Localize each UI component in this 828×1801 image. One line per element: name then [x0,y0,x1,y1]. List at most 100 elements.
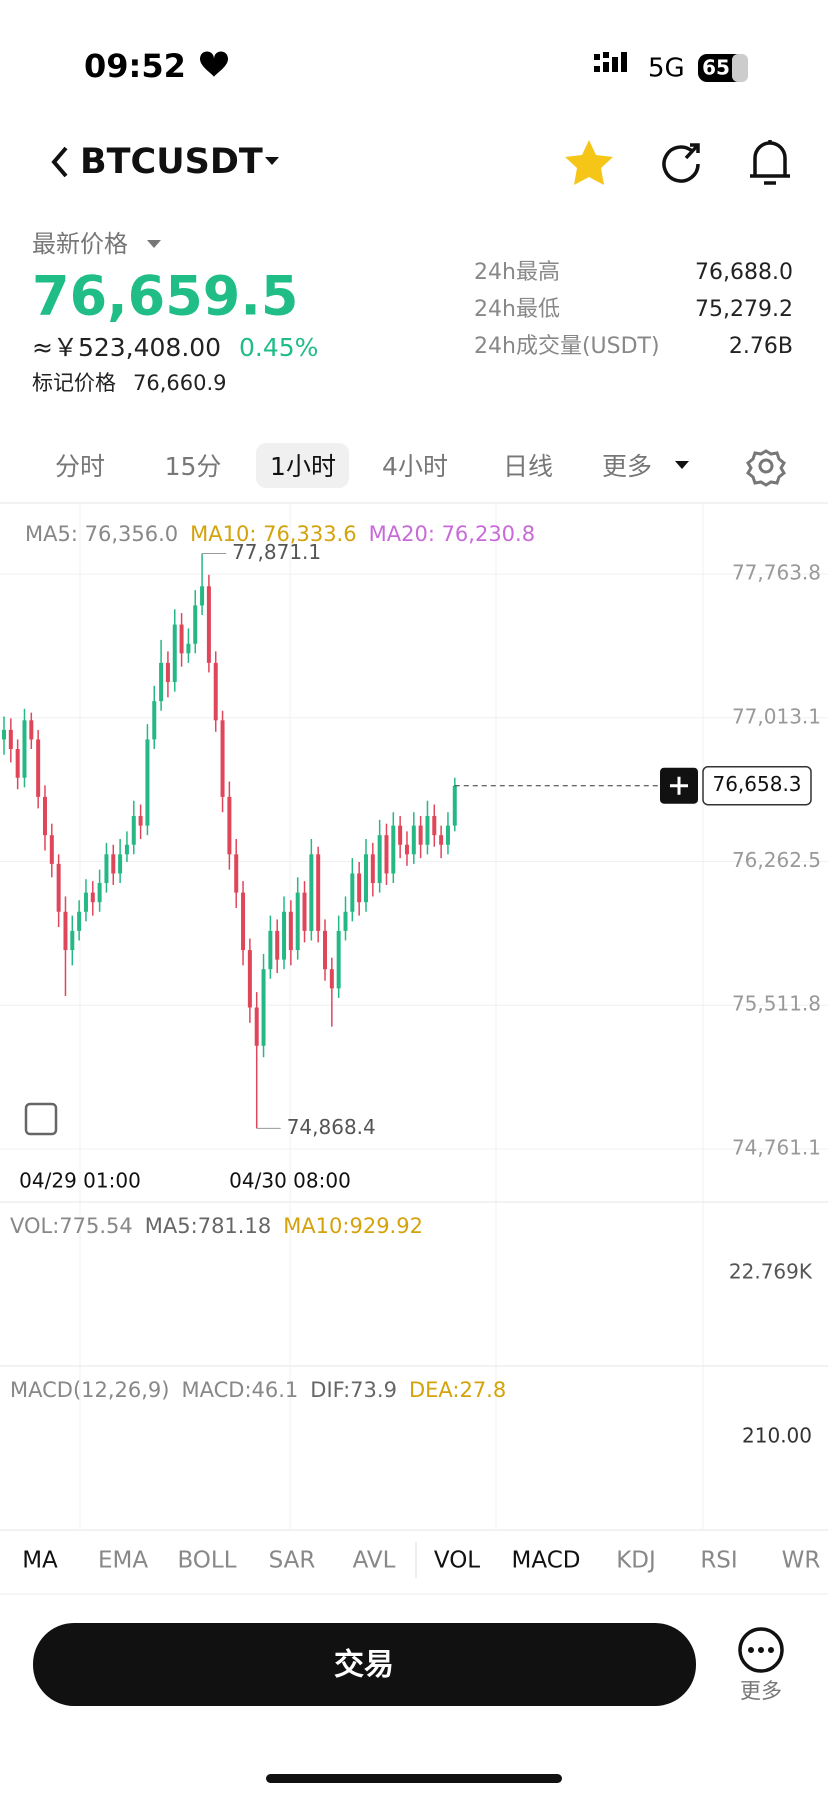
ma-legend: MA5: 76,356.0 [25,522,178,546]
candle-body [432,816,437,836]
candle-body [152,701,157,740]
candle-body [282,911,287,960]
candle-body [179,624,184,654]
candle-body [329,969,334,989]
candle-body [261,969,266,1046]
candle-body [90,892,95,903]
timeframe-tab[interactable]: 15分 [165,452,222,481]
candle-body [357,873,362,903]
candle-body [452,785,457,826]
share-icon[interactable] [662,143,700,183]
candle-body [350,873,355,912]
macd-axis-label: 210.00 [742,1424,812,1448]
candle-body [159,662,164,702]
tab-selected-bg [256,443,349,488]
candle-body [83,892,88,912]
candle-body [418,825,423,845]
indicator-tab[interactable]: MACD [512,1548,581,1574]
candle-body [131,816,136,845]
timeframe-tab[interactable]: 1小时 [270,452,336,481]
x-label: 04/30 08:00 [229,1169,351,1193]
indicator-tab[interactable]: VOL [434,1548,480,1574]
candle-body [2,729,6,740]
candle-body [193,605,198,644]
candle-body [22,720,27,778]
candle-body [336,930,341,989]
more-label[interactable]: 更多 [740,1679,782,1703]
stat-label: 24h最低 [474,297,560,322]
candle-body [254,1007,259,1046]
trade-button[interactable] [33,1623,696,1706]
stat-label: 24h最高 [474,260,560,285]
candle-body [36,739,41,797]
indicator-tab[interactable]: AVL [353,1548,396,1574]
candle-body [275,930,280,960]
candle-body [8,729,13,750]
timeframe-tab[interactable]: 更多 [602,452,652,481]
candle-body [247,950,252,1008]
timeframe-tab[interactable]: 日线 [503,452,553,481]
timeframe-tab[interactable]: 4小时 [382,452,448,481]
indicator-tab[interactable]: WR [782,1548,821,1574]
stat-value: 76,688.0 [695,260,793,285]
indicator-tab[interactable]: BOLL [177,1548,236,1574]
indicator-tab[interactable]: SAR [269,1548,316,1574]
candle-body [206,586,211,663]
more-dots[interactable] [748,1647,774,1653]
volume-axis-label: 22.769K [729,1260,813,1284]
price-dropdown[interactable] [147,240,161,248]
status-time: 09:52 [84,47,186,85]
volume-legend: MA5:781.18 [145,1214,271,1238]
more-icon[interactable] [738,1627,784,1673]
grid-vertical [79,503,704,1530]
indicator-tab[interactable]: EMA [98,1548,148,1574]
candle-body [323,930,328,970]
candle-body [118,854,123,874]
candle-body [302,892,307,931]
mark-price: 76,660.9 [133,371,227,395]
fullscreen-button[interactable] [24,1102,58,1136]
indicator-tab[interactable]: KDJ [616,1548,656,1574]
candle-body [288,911,293,951]
macd-legend: DEA:27.8 [409,1378,506,1402]
mark-label: 标记价格 [32,371,116,395]
back-button[interactable] [51,146,68,178]
heart-icon [200,51,228,77]
candle-body [49,835,54,864]
favorite-star[interactable] [565,140,613,185]
symbol[interactable]: BTCUSDT [80,142,263,182]
macd-legend: MACD:46.1 [182,1378,299,1402]
price-label[interactable]: 最新价格 [32,230,128,258]
signal-icon [594,52,627,72]
battery-level: 65 [702,56,730,80]
plus-icon[interactable] [670,776,688,795]
y-tick-label: 74,761.1 [732,1135,821,1159]
candle-body [97,883,102,903]
candle-body [234,854,239,893]
y-tick-label: 77,013.1 [732,704,821,728]
alert-bell[interactable] [750,140,790,185]
volume-legend: MA10:929.92 [283,1214,423,1238]
trade-button-label[interactable]: 交易 [334,1648,394,1683]
timeframe-tab[interactable]: 分时 [55,452,105,481]
candle-body [309,854,314,931]
candle-body [404,844,409,855]
last-price-label: 76,658.3 [712,772,801,796]
candle-body [186,643,191,654]
candle-body [220,720,225,797]
battery-empty [732,54,748,82]
indicator-tab[interactable]: MA [22,1548,58,1574]
candle-body [42,796,47,836]
candle-body [343,911,348,931]
candle-body [377,835,382,884]
candle-body [398,825,403,845]
high-label: 77,871.1 [232,540,321,564]
settings-icon[interactable] [746,449,786,487]
symbol-dropdown[interactable] [265,157,279,165]
candle-body [56,863,61,912]
more-dropdown[interactable] [675,461,689,469]
indicator-tab[interactable]: RSI [700,1548,737,1574]
candle-body [29,720,34,740]
macd-legend: DIF:73.9 [310,1378,397,1402]
